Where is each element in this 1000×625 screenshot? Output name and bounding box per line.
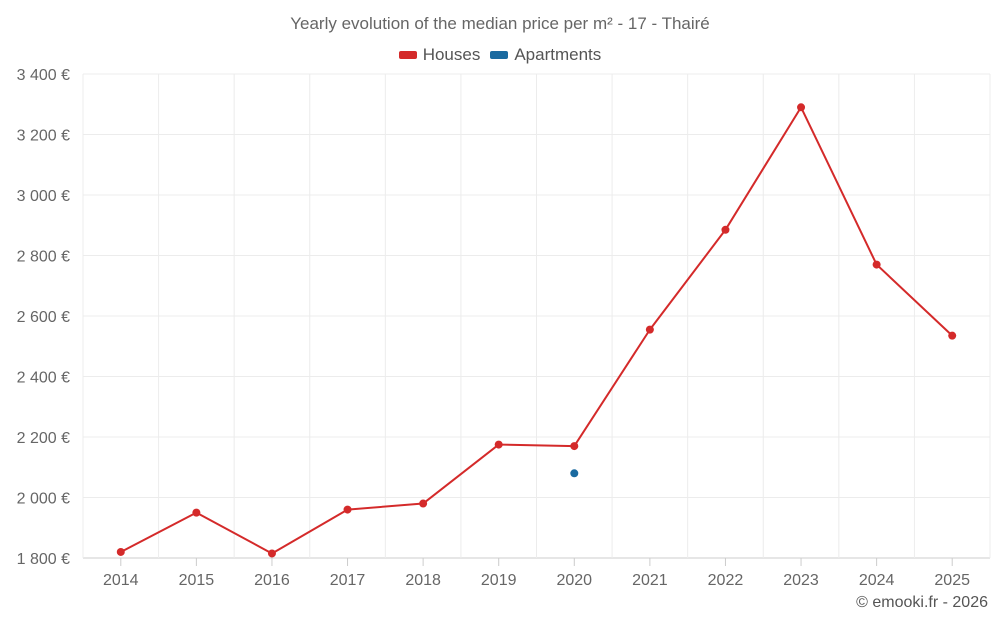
legend-swatch-houses xyxy=(398,51,417,59)
data-point-houses xyxy=(872,260,881,269)
y-tick-label: 2 800 € xyxy=(17,249,70,266)
x-tick-label: 2020 xyxy=(556,572,592,589)
series-line-houses xyxy=(120,106,953,555)
x-tick-label: 2015 xyxy=(179,572,215,589)
x-tick-label: 2023 xyxy=(783,572,819,589)
y-tick-label: 1 800 € xyxy=(17,551,70,568)
y-tick-label: 3 000 € xyxy=(17,188,70,205)
y-tick-label: 3 400 € xyxy=(17,67,70,84)
y-tick-label: 2 200 € xyxy=(17,430,70,447)
data-point-houses xyxy=(570,442,579,451)
x-tick-label: 2019 xyxy=(481,572,517,589)
legend-item-houses[interactable]: Houses xyxy=(398,45,481,65)
data-point-houses xyxy=(721,225,730,234)
legend-label-apartments: Apartments xyxy=(514,45,602,64)
chart-title: Yearly evolution of the median price per… xyxy=(290,14,710,33)
x-tick-label: 2021 xyxy=(632,572,668,589)
x-tick-label: 2017 xyxy=(330,572,366,589)
data-point-houses xyxy=(116,547,125,556)
x-tick-label: 2016 xyxy=(254,572,290,589)
y-tick-label: 2 400 € xyxy=(17,370,70,387)
legend-label-houses: Houses xyxy=(422,45,481,64)
data-point-houses xyxy=(343,505,352,514)
legend-item-apartments[interactable]: Apartments xyxy=(490,45,601,65)
legend: Houses Apartments xyxy=(0,45,1000,65)
data-point-houses xyxy=(948,331,957,340)
x-tick-label: 2014 xyxy=(103,572,139,589)
x-tick-label: 2025 xyxy=(934,572,970,589)
data-point-houses xyxy=(494,440,503,449)
data-point-houses xyxy=(797,103,806,112)
data-point-houses xyxy=(645,325,654,334)
y-tick-label: 2 600 € xyxy=(17,309,70,326)
data-point-houses xyxy=(267,549,276,558)
x-tick-label: 2024 xyxy=(859,572,895,589)
x-tick-label: 2022 xyxy=(708,572,744,589)
y-tick-label: 3 200 € xyxy=(17,128,70,145)
legend-swatch-apartments xyxy=(490,51,509,59)
data-point-houses xyxy=(419,499,428,508)
data-point-houses xyxy=(192,508,201,517)
x-tick-label: 2018 xyxy=(405,572,441,589)
y-tick-label: 2 000 € xyxy=(17,491,70,508)
data-point-apartments xyxy=(570,469,579,478)
credit-text: © emooki.fr - 2026 xyxy=(856,594,988,611)
